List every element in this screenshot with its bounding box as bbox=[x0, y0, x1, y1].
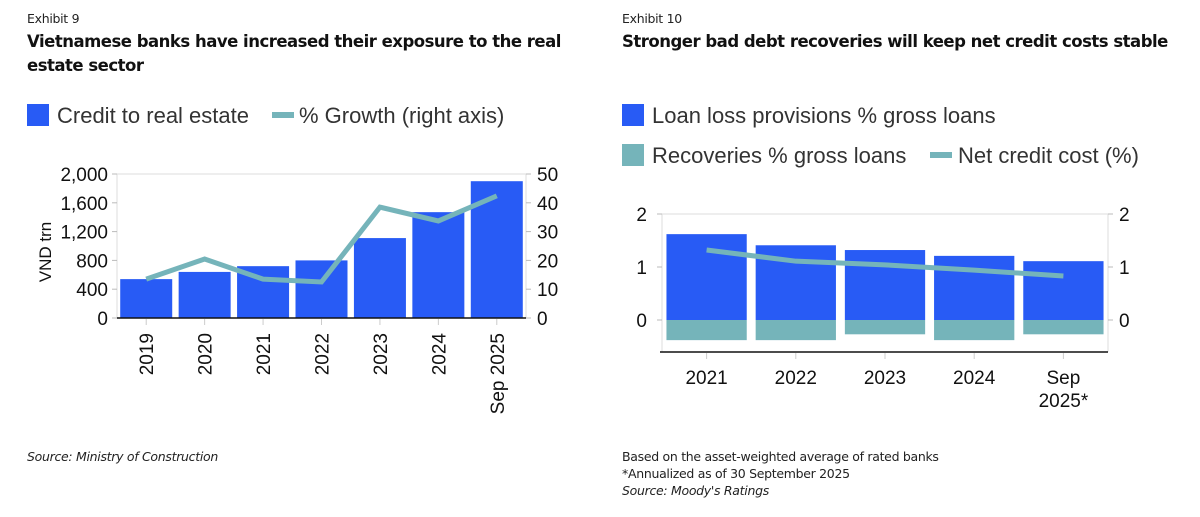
y-right-tick-label: 20 bbox=[537, 251, 558, 272]
y-tick-label: 1 bbox=[636, 258, 647, 279]
x-tick-label: 2025* bbox=[1039, 391, 1089, 412]
x-tick-label: 2023 bbox=[371, 333, 392, 375]
bar-provisions-3 bbox=[934, 255, 1015, 320]
y-tick-label: 2 bbox=[636, 205, 647, 226]
exhibit-10-title: Stronger bad debt recoveries will keep n… bbox=[622, 32, 1168, 51]
bar-recoveries-0 bbox=[666, 320, 747, 341]
y-right-tick-label: 0 bbox=[537, 309, 548, 330]
bar-recoveries-1 bbox=[755, 320, 836, 341]
bar-provisions-2 bbox=[844, 250, 926, 320]
exhibit-10-label: Exhibit 10 bbox=[622, 11, 682, 26]
x-tick-label: 2021 bbox=[685, 368, 727, 389]
legend-swatch-recoveries bbox=[622, 144, 644, 166]
legend-label-credit: Credit to real estate bbox=[57, 103, 249, 128]
x-tick-label: 2021 bbox=[254, 333, 275, 375]
exhibit-9-label: Exhibit 9 bbox=[27, 11, 80, 26]
legend-swatch-credit bbox=[27, 104, 49, 126]
y-tick-label: 2,000 bbox=[60, 165, 108, 186]
chart-credit-costs: Loan loss provisions % gross loans Recove… bbox=[622, 103, 1139, 412]
legend-label-recoveries: Recoveries % gross loans bbox=[652, 143, 906, 168]
x-tick-label: 2020 bbox=[196, 333, 217, 375]
x-tick-label: 2023 bbox=[864, 368, 906, 389]
bar-provisions-4 bbox=[1023, 261, 1104, 320]
legend-swatch-provisions bbox=[622, 104, 644, 126]
y-right-tick-label: 10 bbox=[537, 280, 558, 301]
exhibit-10-notes: Based on the asset-weighted average of r… bbox=[622, 448, 939, 499]
bar-recoveries-2 bbox=[844, 320, 926, 335]
exhibit-10-note-annualized: *Annualized as of 30 September 2025 bbox=[622, 466, 850, 481]
exhibit-10-source: Source: Moody's Ratings bbox=[622, 483, 769, 498]
exhibit-10-panel: Exhibit 10 Stronger bad debt recoveries … bbox=[600, 0, 1200, 517]
x-tick-label: 2019 bbox=[137, 333, 158, 375]
exhibit-10-note-basis: Based on the asset-weighted average of r… bbox=[622, 449, 939, 464]
y-tick-label: 0 bbox=[97, 309, 108, 330]
legend-label-provisions: Loan loss provisions % gross loans bbox=[652, 103, 996, 128]
x-tick-label: 2022 bbox=[775, 368, 817, 389]
legend-swatch-net-credit-cost bbox=[930, 152, 952, 158]
y-tick-label: 1,200 bbox=[60, 223, 108, 244]
y-tick-label: 800 bbox=[76, 251, 108, 272]
chart-real-estate-credit: Credit to real estate % Growth (right axi… bbox=[27, 103, 558, 414]
exhibit-9-panel: Exhibit 9 Vietnamese banks have increase… bbox=[27, 11, 561, 465]
bar-recoveries-3 bbox=[934, 320, 1015, 341]
exhibit-9-source: Source: Ministry of Construction bbox=[27, 449, 218, 464]
x-tick-label: Sep bbox=[1046, 368, 1080, 389]
y-right-tick-label: 2 bbox=[1119, 205, 1130, 226]
bar-credit-2024 bbox=[412, 212, 465, 318]
bar-provisions-0 bbox=[666, 234, 747, 320]
legend-swatch-growth bbox=[272, 112, 294, 118]
y-right-tick-label: 0 bbox=[1119, 311, 1130, 332]
x-tick-label: Sep 2025 bbox=[488, 333, 509, 414]
y-right-tick-label: 40 bbox=[537, 194, 558, 215]
bar-credit-2020 bbox=[178, 271, 231, 318]
legend-label-net-credit-cost: Net credit cost (%) bbox=[958, 143, 1139, 168]
y-right-tick-label: 1 bbox=[1119, 258, 1130, 279]
y-right-tick-label: 50 bbox=[537, 165, 558, 186]
bar-credit-2023 bbox=[353, 238, 406, 318]
y-tick-label: 0 bbox=[636, 311, 647, 332]
legend-label-growth: % Growth (right axis) bbox=[299, 103, 504, 128]
x-tick-label: 2024 bbox=[953, 368, 996, 389]
x-tick-label: 2022 bbox=[313, 333, 334, 375]
bar-recoveries-4 bbox=[1023, 320, 1104, 335]
x-tick-label: 2024 bbox=[429, 333, 450, 376]
y-axis-label: VND trn bbox=[36, 222, 55, 282]
y-tick-label: 400 bbox=[76, 280, 108, 301]
y-right-tick-label: 30 bbox=[537, 223, 558, 244]
bar-credit-2022 bbox=[295, 260, 348, 318]
exhibit-9-notes: Source: Ministry of Construction bbox=[27, 448, 218, 465]
bar-credit-2019 bbox=[120, 279, 173, 318]
y-tick-label: 1,600 bbox=[60, 194, 108, 215]
exhibit-9-title: Vietnamese banks have increased their ex… bbox=[27, 32, 561, 75]
